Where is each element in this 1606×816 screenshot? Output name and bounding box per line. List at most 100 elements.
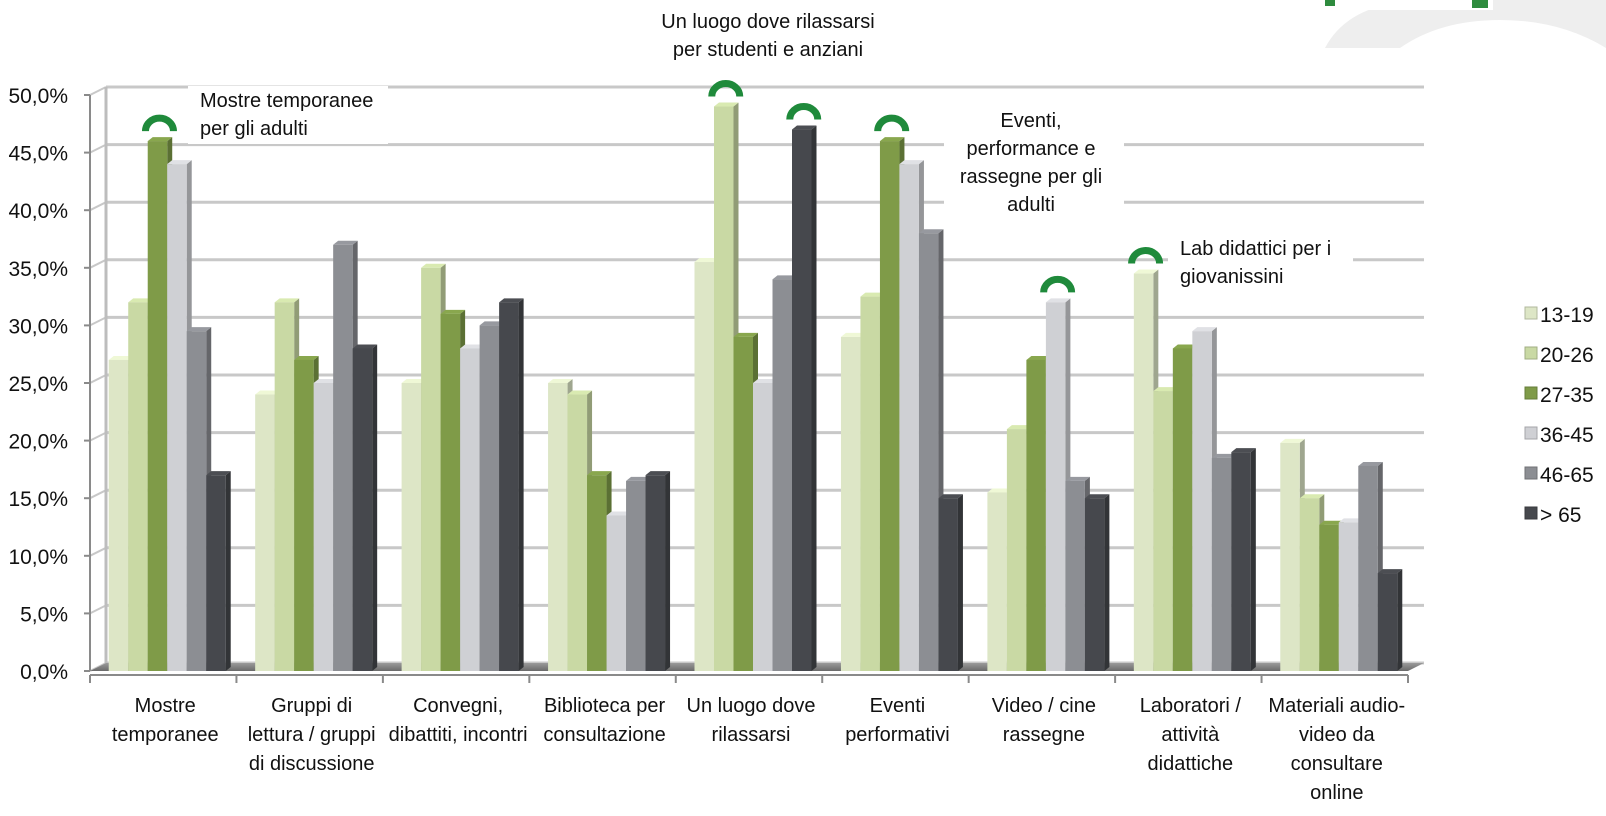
bar-front bbox=[1133, 273, 1154, 671]
bar-top bbox=[1172, 344, 1198, 349]
bar-top bbox=[421, 263, 446, 268]
bar-front bbox=[548, 383, 568, 671]
bar-top bbox=[987, 488, 1012, 493]
x-tick-label: Convegni, bbox=[413, 695, 503, 717]
bar-front bbox=[186, 331, 207, 671]
bars bbox=[108, 102, 1403, 672]
x-tick-label: didattiche bbox=[1148, 753, 1234, 775]
bar-top bbox=[333, 240, 358, 245]
highlight-marker bbox=[708, 80, 744, 97]
logo-decoration bbox=[1325, 0, 1606, 48]
bar-front bbox=[1172, 348, 1193, 671]
bar-top bbox=[1280, 438, 1305, 443]
bar-front bbox=[1006, 429, 1027, 671]
bar-front bbox=[626, 480, 646, 671]
bar-front bbox=[255, 394, 275, 671]
x-tick-label: Materiali audio- bbox=[1268, 695, 1405, 717]
x-tick-label: consultazione bbox=[543, 724, 665, 746]
bar-front bbox=[1358, 465, 1378, 671]
legend-swatch bbox=[1524, 386, 1538, 400]
gridline-slant bbox=[89, 201, 107, 212]
bar bbox=[352, 344, 378, 671]
bar-front bbox=[460, 348, 480, 671]
highlight-marker bbox=[786, 103, 822, 120]
x-tick-label: rilassarsi bbox=[712, 724, 791, 746]
bar-top bbox=[206, 471, 231, 476]
bar-front bbox=[753, 383, 773, 671]
legend-label: 36-45 bbox=[1540, 424, 1594, 447]
bar-front bbox=[899, 164, 919, 671]
bar-front bbox=[879, 141, 900, 671]
x-tick-label: Laboratori / bbox=[1140, 695, 1242, 717]
bar bbox=[938, 494, 963, 671]
x-tick-label: video da bbox=[1299, 724, 1375, 746]
bar-front bbox=[938, 498, 958, 671]
bar bbox=[1084, 494, 1110, 671]
legend-swatch bbox=[1524, 306, 1538, 320]
y-tick-label: 50,0% bbox=[8, 85, 68, 108]
bar-top bbox=[440, 309, 466, 314]
bar-side bbox=[957, 494, 963, 671]
bar-side bbox=[1104, 494, 1110, 671]
bar-front bbox=[1299, 498, 1320, 671]
bar-front bbox=[479, 325, 500, 671]
bar-front bbox=[440, 313, 461, 671]
bar-front bbox=[606, 515, 627, 671]
legend-swatch bbox=[1524, 426, 1538, 440]
bar-top bbox=[108, 355, 134, 360]
x-tick-label: consultare bbox=[1291, 753, 1383, 775]
bar-front bbox=[1192, 331, 1212, 671]
bar-front bbox=[733, 336, 753, 671]
highlight-marker bbox=[1040, 275, 1076, 293]
legend-swatch bbox=[1524, 346, 1538, 360]
gridline-slant bbox=[89, 316, 107, 327]
bar-top bbox=[401, 379, 427, 383]
annotations: Mostre temporanee per gli adulti Un luogo … bbox=[141, 6, 1353, 293]
legend-label: 27-35 bbox=[1540, 384, 1594, 407]
bar-front bbox=[694, 262, 714, 671]
bar-front bbox=[352, 348, 373, 671]
bar-side bbox=[518, 298, 524, 671]
bar-top bbox=[294, 355, 319, 360]
annotation-text: Eventi, bbox=[1000, 110, 1061, 132]
logo-mark-green bbox=[1325, 0, 1335, 6]
y-tick-label: 30,0% bbox=[8, 315, 68, 338]
annotation-text: Lab didattici per i bbox=[1180, 238, 1331, 260]
bar-top bbox=[879, 137, 905, 142]
bar-top bbox=[548, 379, 573, 383]
bar-front bbox=[792, 129, 812, 671]
bar-front bbox=[987, 492, 1007, 671]
y-tick-label: 40,0% bbox=[8, 200, 68, 223]
bar bbox=[1377, 569, 1403, 671]
bar-top bbox=[626, 476, 651, 481]
legend-swatch bbox=[1524, 466, 1538, 480]
y-tick-label: 15,0% bbox=[8, 488, 68, 511]
bar-top bbox=[1006, 425, 1032, 430]
gridline-slant bbox=[89, 258, 107, 269]
bar-top bbox=[753, 379, 778, 383]
bar-top bbox=[1192, 327, 1217, 332]
bar-top bbox=[772, 275, 797, 280]
annotation-text: Un luogo dove rilassarsi bbox=[661, 11, 874, 33]
x-tick-label: Mostre bbox=[135, 695, 196, 717]
bar-front bbox=[147, 141, 168, 671]
bar-front bbox=[499, 302, 519, 671]
bar-front bbox=[587, 475, 607, 671]
annotation-text: rassegne per gli bbox=[960, 166, 1102, 188]
bar-front bbox=[333, 244, 353, 671]
bar-top bbox=[1377, 569, 1403, 574]
bar-front bbox=[1377, 573, 1398, 671]
bar-top bbox=[1299, 494, 1325, 499]
x-tick-label: dibattiti, incontri bbox=[389, 724, 528, 746]
y-tick-label: 35,0% bbox=[8, 258, 68, 281]
bar-top bbox=[1065, 476, 1090, 481]
bar-top bbox=[567, 390, 593, 395]
bar-top bbox=[255, 390, 280, 395]
bar-front bbox=[206, 475, 226, 671]
bar-front bbox=[840, 336, 861, 671]
x-tick-label: performativi bbox=[845, 724, 949, 746]
bar-top bbox=[1338, 518, 1364, 523]
y-axis: 0,0% 5,0% 10,0% 15,0% 20,0% 25,0% 30,0% 35,0% 40… bbox=[8, 85, 91, 684]
gridline-slant bbox=[89, 374, 107, 384]
y-tick-label: 25,0% bbox=[8, 373, 68, 396]
